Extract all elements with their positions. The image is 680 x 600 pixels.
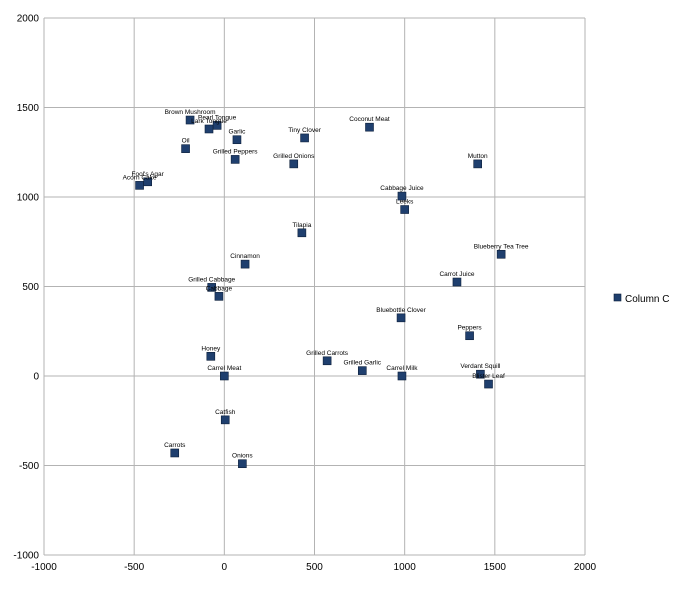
data-point-label: Carrel Milk bbox=[386, 365, 418, 372]
data-point-label: Brown Mushroom bbox=[165, 109, 216, 116]
data-point-marker bbox=[484, 379, 493, 389]
data-point-label: Grilled Peppers bbox=[213, 148, 259, 155]
data-point-label: Blueberry Tea Tree bbox=[474, 243, 529, 250]
data-point-marker bbox=[452, 277, 462, 287]
data-point-marker bbox=[289, 159, 299, 169]
data-point-marker bbox=[207, 283, 217, 292]
data-point-label: Acorn Cake bbox=[123, 174, 157, 181]
data-point-marker bbox=[181, 144, 190, 153]
legend-marker bbox=[613, 293, 622, 302]
y-tick-label: -1000 bbox=[13, 551, 39, 562]
data-point-label: Carrots bbox=[164, 442, 186, 449]
x-tick-label: 1500 bbox=[484, 562, 507, 573]
data-point-marker bbox=[204, 124, 214, 134]
data-point-marker bbox=[240, 259, 250, 269]
data-point-label: Tiny Clover bbox=[288, 127, 321, 134]
x-axis-tick-labels: -1000 -500 0 500 1000 1500 2000 bbox=[31, 562, 596, 573]
data-point-label: Lark Tongue bbox=[191, 118, 227, 125]
data-point-label: Honey bbox=[201, 345, 221, 352]
data-point-marker bbox=[365, 122, 374, 132]
y-tick-label: 1000 bbox=[17, 193, 40, 204]
data-point-marker bbox=[400, 205, 409, 214]
data-point-label: Fool's Agar bbox=[132, 171, 165, 178]
data-point-marker bbox=[357, 366, 367, 375]
legend-label: Column C bbox=[625, 294, 669, 305]
data-point-label: Garlic bbox=[228, 129, 246, 136]
data-point-label: Leeks bbox=[396, 199, 414, 206]
data-point-label: Onions bbox=[232, 453, 253, 460]
data-point-label: Oil bbox=[182, 138, 191, 145]
data-point-label: Cinnamon bbox=[230, 253, 260, 260]
data-point-marker bbox=[206, 352, 216, 361]
x-tick-label: 2000 bbox=[574, 562, 597, 573]
data-point-marker bbox=[473, 159, 483, 169]
data-point-label: Grilled Onions bbox=[273, 153, 315, 160]
data-markers bbox=[135, 115, 506, 469]
data-point-marker bbox=[397, 191, 407, 201]
data-point-marker bbox=[300, 133, 309, 143]
y-tick-label: -500 bbox=[19, 461, 39, 472]
x-tick-label: 500 bbox=[306, 562, 323, 573]
y-tick-label: 0 bbox=[33, 372, 39, 383]
x-tick-label: -500 bbox=[124, 562, 144, 573]
data-point-label: Mutton bbox=[468, 153, 488, 160]
data-point-label: Pearl Tongue bbox=[198, 114, 237, 121]
data-point-label: Cabbage bbox=[206, 285, 233, 292]
legend: Column C bbox=[613, 293, 669, 305]
data-point-label: Bluebottle Clover bbox=[376, 307, 426, 314]
data-point-marker bbox=[214, 292, 224, 301]
data-point-label: Cabbage Juice bbox=[380, 185, 424, 192]
y-tick-label: 2000 bbox=[17, 14, 40, 25]
y-axis-tick-labels: -1000 -500 0 500 1000 1500 2000 bbox=[13, 14, 39, 562]
data-point-label: Grilled Cabbage bbox=[188, 276, 235, 283]
data-point-marker bbox=[397, 371, 407, 381]
data-point-label: Carrot Juice bbox=[439, 271, 474, 278]
data-point-marker bbox=[230, 155, 240, 164]
data-point-marker bbox=[220, 371, 229, 381]
grid-lines bbox=[43, 17, 586, 556]
data-point-label: Grilled Carrots bbox=[306, 350, 349, 357]
data-point-marker bbox=[185, 115, 195, 125]
data-point-marker bbox=[476, 369, 485, 379]
data-point-marker bbox=[396, 313, 406, 323]
data-point-label: Peppers bbox=[457, 325, 482, 332]
data-point-marker bbox=[232, 135, 242, 145]
data-point-label: Tilapia bbox=[292, 222, 311, 229]
x-tick-label: 1000 bbox=[394, 562, 417, 573]
x-tick-label: -1000 bbox=[31, 562, 57, 573]
data-point-label: Blister Leaf bbox=[472, 373, 505, 380]
data-point-marker bbox=[170, 448, 180, 458]
x-tick-label: 0 bbox=[222, 562, 228, 573]
data-point-marker bbox=[238, 459, 247, 469]
data-point-marker bbox=[297, 228, 307, 238]
data-point-marker bbox=[322, 356, 332, 366]
data-point-marker bbox=[135, 181, 144, 190]
data-point-marker bbox=[220, 415, 230, 425]
data-point-marker bbox=[496, 249, 506, 259]
data-point-label: Verdant Squill bbox=[460, 363, 501, 370]
data-point-label: Coconut Meat bbox=[349, 116, 390, 123]
data-point-marker bbox=[465, 331, 474, 341]
data-point-label: Carrel Meat bbox=[207, 365, 241, 372]
data-point-label: Catfish bbox=[215, 409, 236, 416]
y-tick-label: 500 bbox=[22, 282, 39, 293]
data-point-label: Grilled Garlic bbox=[344, 360, 382, 367]
y-tick-label: 1500 bbox=[17, 103, 40, 114]
